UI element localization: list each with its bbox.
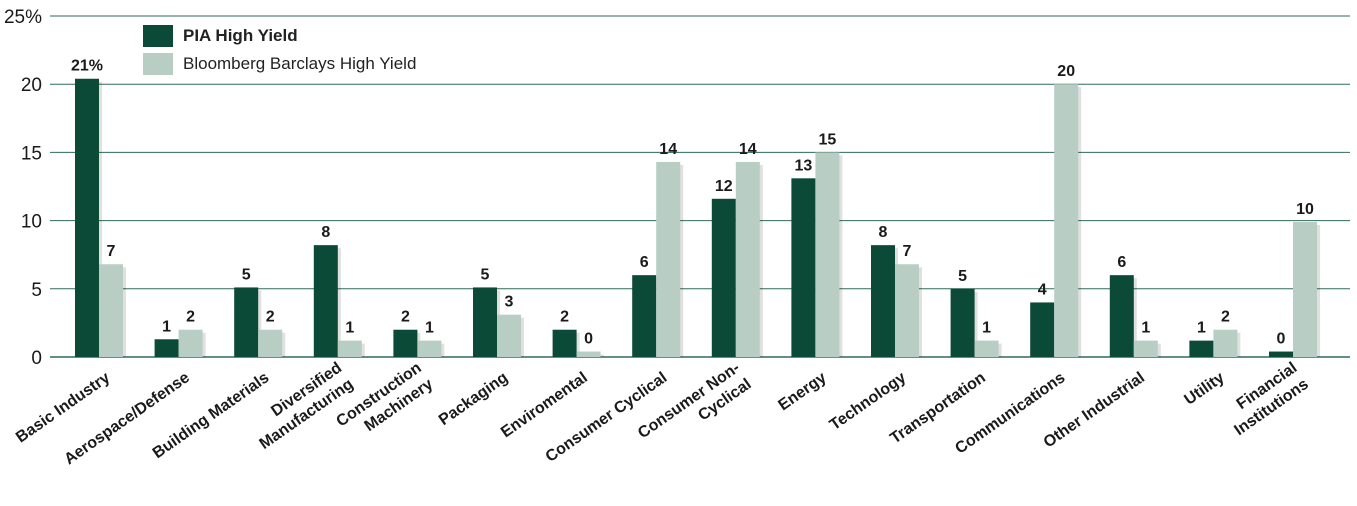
- data-label: 4: [1038, 281, 1047, 298]
- data-label: 1: [1197, 320, 1206, 337]
- data-label: 10: [1296, 201, 1314, 218]
- y-tick-label: 20: [21, 75, 42, 96]
- bar-bbg: [1054, 84, 1079, 357]
- x-tick-label: Utility: [1181, 369, 1227, 408]
- x-tick-line: Packaging: [436, 369, 511, 429]
- bar-bbg: [1133, 340, 1158, 357]
- legend: PIA High Yield Bloomberg Barclays High Y…: [143, 22, 416, 78]
- y-tick-label: 25%: [4, 7, 42, 28]
- data-label: 15: [819, 131, 837, 148]
- data-label: 13: [795, 157, 813, 174]
- bar-pia: [791, 178, 816, 357]
- data-label: 14: [659, 141, 677, 158]
- legend-item-pia: PIA High Yield: [143, 22, 416, 50]
- y-tick-label: 10: [21, 212, 42, 233]
- bar-bbg: [337, 340, 362, 357]
- bar-bbg: [974, 340, 999, 357]
- y-tick-label: 0: [31, 348, 42, 369]
- bar-pia: [154, 339, 179, 357]
- bar-bbg: [99, 264, 123, 357]
- legend-item-bbg: Bloomberg Barclays High Yield: [143, 50, 416, 78]
- y-tick-label: 15: [21, 143, 42, 164]
- bar-bbg: [178, 329, 203, 357]
- y-tick-label: 5: [31, 280, 42, 301]
- data-label: 1: [425, 320, 434, 337]
- data-label: 21%: [71, 58, 103, 75]
- bar-pia: [234, 287, 259, 357]
- x-tick-line: Technology: [827, 369, 909, 434]
- bar-pia: [1269, 351, 1293, 357]
- x-tick-line: Utility: [1181, 369, 1227, 408]
- data-label: 6: [1117, 254, 1126, 271]
- bar-bbg: [656, 161, 681, 357]
- data-label: 12: [715, 178, 733, 195]
- data-label: 14: [739, 141, 757, 158]
- data-label: 2: [1221, 309, 1230, 326]
- data-label: 0: [584, 331, 593, 348]
- bar-bbg: [417, 340, 442, 357]
- legend-swatch-pia: [143, 25, 173, 47]
- data-label: 5: [242, 266, 251, 283]
- data-label: 1: [982, 320, 991, 337]
- data-label: 7: [903, 243, 912, 260]
- bar-pia: [473, 287, 497, 357]
- data-label: 5: [958, 268, 967, 285]
- data-label: 0: [1277, 331, 1286, 348]
- bar-pia: [632, 275, 657, 357]
- data-label: 8: [321, 224, 330, 241]
- data-label: 7: [107, 243, 116, 260]
- data-label: 6: [640, 254, 649, 271]
- bar-pia: [1109, 275, 1134, 357]
- x-axis-ticks: Basic IndustryAerospace/DefenseBuilding …: [13, 359, 1312, 468]
- bars: [75, 78, 1320, 357]
- bar-bbg: [815, 152, 840, 357]
- bar-bbg: [497, 314, 521, 357]
- bar-pia: [313, 245, 338, 357]
- bar-bbg: [895, 264, 919, 357]
- x-tick-line: Energy: [775, 369, 829, 414]
- bar-pia: [1030, 302, 1055, 357]
- bar-pia: [871, 245, 895, 357]
- x-tick-label: FinancialInstitutions: [1220, 359, 1312, 439]
- data-label: 1: [1141, 320, 1150, 337]
- data-label: 5: [481, 266, 490, 283]
- data-label: 1: [162, 318, 171, 335]
- bar-pia: [950, 288, 975, 357]
- bar-pia: [552, 329, 577, 357]
- bar-pia: [711, 198, 736, 357]
- data-label: 2: [186, 309, 195, 326]
- bar-pia: [393, 329, 418, 357]
- x-tick-label: Energy: [775, 369, 829, 414]
- legend-label-bbg: Bloomberg Barclays High Yield: [183, 54, 417, 73]
- data-label: 20: [1057, 63, 1075, 80]
- data-label: 1: [345, 320, 354, 337]
- bar-bbg: [258, 329, 283, 357]
- bar-pia: [75, 78, 99, 357]
- bar-bbg: [576, 351, 601, 357]
- x-tick-label: Technology: [827, 369, 909, 434]
- bar-bbg: [735, 161, 760, 357]
- data-label: 3: [505, 294, 514, 311]
- data-label: 8: [879, 224, 888, 241]
- x-tick-label: ConstructionMachinery: [333, 359, 436, 446]
- legend-swatch-bbg: [143, 53, 173, 75]
- x-tick-label: Packaging: [436, 369, 511, 429]
- legend-label-pia: PIA High Yield: [183, 26, 298, 45]
- bar-pia: [1189, 340, 1214, 357]
- y-axis-ticks: 0 5 10 15 20 25%: [4, 7, 42, 369]
- data-label: 2: [560, 309, 569, 326]
- bar-bbg: [1293, 221, 1317, 357]
- data-label: 2: [401, 309, 410, 326]
- data-label: 2: [266, 309, 275, 326]
- bar-bbg: [1213, 329, 1238, 357]
